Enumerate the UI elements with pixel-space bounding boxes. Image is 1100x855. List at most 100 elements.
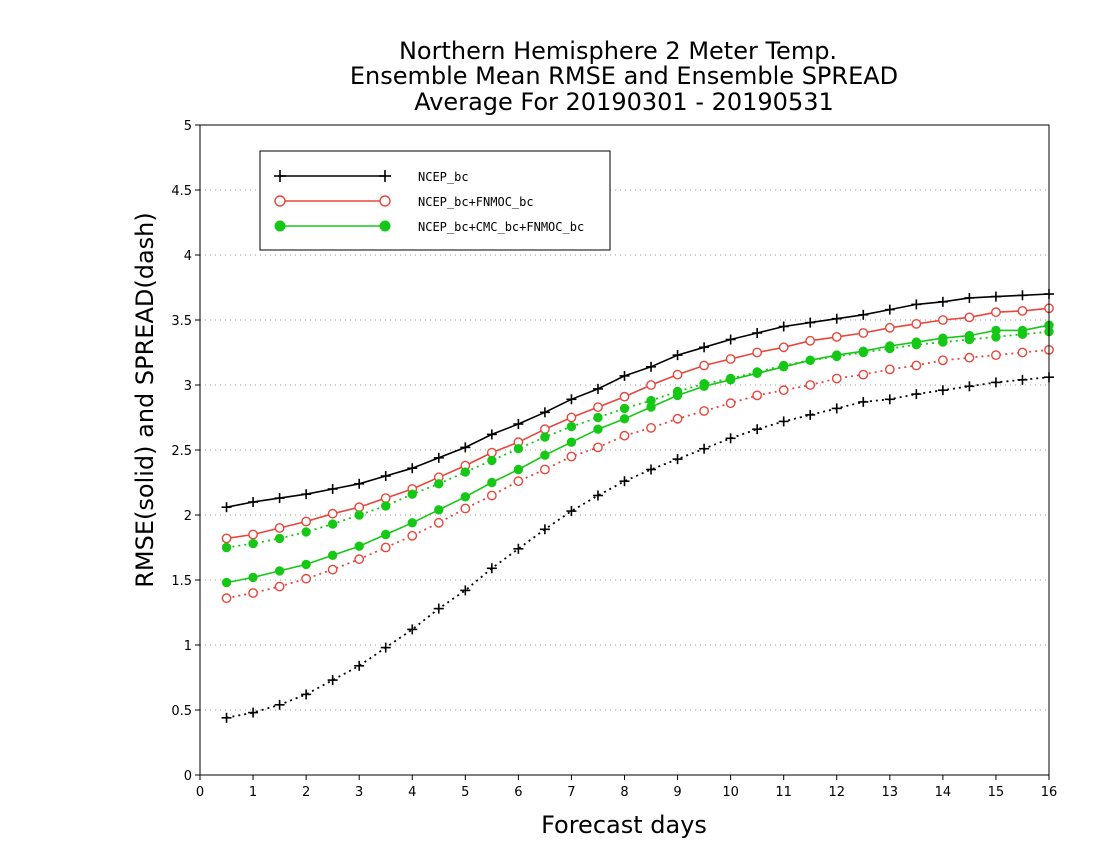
legend-marker-end-ncep-bc-fnmoc-bc	[379, 195, 391, 207]
point-ncep-bc-cmc-bc-fnmoc-bc-spread-0	[221, 542, 232, 553]
point-ncep-bc-fnmoc-bc-spread-7	[407, 530, 418, 541]
point-ncep-bc-rmse-28	[964, 292, 975, 303]
point-ncep-bc-rmse-6	[380, 471, 391, 481]
point-ncep-bc-cmc-bc-fnmoc-bc-spread-24	[858, 347, 868, 358]
point-ncep-bc-fnmoc-bc-spread-29	[991, 350, 1001, 360]
x-tick-label-6: 6	[514, 785, 522, 800]
point-ncep-bc-rmse-2	[274, 493, 285, 504]
point-ncep-bc-cmc-bc-fnmoc-bc-rmse-15	[619, 414, 630, 424]
point-ncep-bc-cmc-bc-fnmoc-bc-spread-12	[540, 432, 550, 442]
legend-label-ncep-bc-cmc-bc-fnmoc-bc: NCEP_bc+CMC_bc+FNMOC_bc	[418, 220, 584, 234]
y-tick-label-5: 2.5	[171, 444, 192, 459]
y-tick-label-1: 0.5	[171, 704, 192, 719]
point-ncep-bc-rmse-17	[672, 350, 683, 361]
point-ncep-bc-fnmoc-bc-rmse-30	[1017, 305, 1028, 316]
point-ncep-bc-rmse-26	[911, 299, 922, 310]
y-tick-label-8: 4	[184, 249, 192, 264]
x-tick-label-4: 4	[408, 785, 416, 800]
series-ncep-bc-cmc-bc-fnmoc-bc-spread	[221, 327, 1054, 553]
point-ncep-bc-fnmoc-bc-rmse-13	[566, 412, 577, 423]
point-ncep-bc-rmse-25	[884, 304, 895, 315]
x-tick-label-12: 12	[828, 785, 845, 800]
x-tick-label-14: 14	[935, 785, 952, 800]
point-ncep-bc-fnmoc-bc-spread-22	[805, 380, 816, 390]
x-tick-label-15: 15	[988, 785, 1005, 800]
point-ncep-bc-cmc-bc-fnmoc-bc-spread-20	[752, 367, 762, 377]
point-ncep-bc-cmc-bc-fnmoc-bc-spread-13	[566, 421, 577, 432]
point-ncep-bc-rmse-13	[566, 394, 577, 405]
y-tick-label-10: 5	[184, 119, 192, 134]
point-ncep-bc-cmc-bc-fnmoc-bc-spread-9	[460, 467, 471, 477]
x-tick-label-16: 16	[1041, 785, 1058, 800]
point-ncep-bc-fnmoc-bc-rmse-29	[991, 307, 1001, 318]
data-series	[221, 289, 1054, 723]
point-ncep-bc-cmc-bc-fnmoc-bc-spread-27	[938, 337, 948, 347]
point-ncep-bc-fnmoc-bc-spread-24	[858, 369, 869, 380]
point-ncep-bc-rmse-15	[619, 370, 630, 381]
point-ncep-bc-fnmoc-bc-spread-26	[911, 360, 922, 371]
point-ncep-bc-spread-29	[990, 377, 1001, 388]
point-ncep-bc-rmse-14	[592, 383, 603, 394]
point-ncep-bc-fnmoc-bc-rmse-17	[672, 369, 683, 380]
point-ncep-bc-fnmoc-bc-spread-23	[831, 373, 842, 384]
point-ncep-bc-rmse-16	[646, 361, 657, 372]
legend-items: NCEP_bc NCEP_bc+FNMOC_bc NCEP_bc+CMC_bc+FN…	[274, 170, 584, 234]
point-ncep-bc-rmse-23	[831, 313, 842, 324]
series-ncep-bc-rmse	[221, 289, 1054, 513]
point-ncep-bc-fnmoc-bc-spread-11	[513, 476, 524, 487]
point-ncep-bc-cmc-bc-fnmoc-bc-spread-10	[487, 455, 497, 466]
point-ncep-bc-spread-12	[539, 524, 550, 535]
point-ncep-bc-cmc-bc-fnmoc-bc-rmse-8	[434, 505, 444, 515]
point-ncep-bc-fnmoc-bc-spread-8	[433, 517, 444, 528]
point-ncep-bc-spread-4	[327, 675, 338, 686]
point-ncep-bc-fnmoc-bc-rmse-23	[831, 331, 842, 342]
x-tick-label-11: 11	[775, 785, 792, 800]
point-ncep-bc-spread-16	[646, 464, 657, 475]
legend-marker-start-ncep-bc-fnmoc-bc	[274, 195, 286, 207]
point-ncep-bc-rmse-11	[513, 419, 524, 429]
legend-marker-start-ncep-bc-cmc-bc-fnmoc-bc	[274, 220, 286, 232]
point-ncep-bc-rmse-18	[699, 342, 710, 353]
point-ncep-bc-cmc-bc-fnmoc-bc-spread-14	[593, 412, 603, 423]
series-ncep-bc-spread	[221, 372, 1054, 723]
y-tick-label-4: 2	[184, 509, 192, 524]
point-ncep-bc-rmse-5	[354, 478, 365, 489]
legend-label-ncep-bc-fnmoc-bc: NCEP_bc+FNMOC_bc	[418, 195, 534, 209]
point-ncep-bc-fnmoc-bc-rmse-15	[619, 391, 630, 402]
point-ncep-bc-fnmoc-bc-rmse-1	[248, 529, 258, 540]
point-ncep-bc-spread-23	[831, 403, 842, 414]
point-ncep-bc-rmse-9	[460, 442, 471, 453]
point-ncep-bc-spread-14	[592, 490, 603, 501]
series-line-ncep-bc-spread	[226, 376, 1050, 719]
x-tick-label-3: 3	[355, 785, 363, 800]
series-line-ncep-bc-fnmoc-bc-rmse	[226, 307, 1050, 540]
point-ncep-bc-cmc-bc-fnmoc-bc-rmse-1	[248, 572, 258, 583]
point-ncep-bc-rmse-8	[433, 452, 444, 463]
point-ncep-bc-cmc-bc-fnmoc-bc-rmse-7	[407, 518, 417, 528]
point-ncep-bc-spread-11	[513, 543, 524, 554]
point-ncep-bc-fnmoc-bc-spread-5	[354, 554, 365, 565]
point-ncep-bc-rmse-12	[539, 407, 550, 418]
point-ncep-bc-spread-27	[937, 385, 948, 396]
point-ncep-bc-fnmoc-bc-rmse-0	[221, 533, 232, 544]
point-ncep-bc-cmc-bc-fnmoc-bc-spread-4	[327, 519, 338, 529]
point-ncep-bc-fnmoc-bc-rmse-19	[725, 354, 736, 364]
chart-title-line-2: Ensemble Mean RMSE and Ensemble SPREAD	[350, 62, 898, 90]
point-ncep-bc-fnmoc-bc-rmse-12	[540, 424, 550, 435]
point-ncep-bc-spread-0	[221, 712, 232, 723]
point-ncep-bc-cmc-bc-fnmoc-bc-spread-11	[513, 444, 524, 454]
point-ncep-bc-fnmoc-bc-rmse-26	[911, 318, 922, 329]
point-ncep-bc-cmc-bc-fnmoc-bc-spread-25	[885, 343, 895, 354]
point-ncep-bc-rmse-21	[778, 321, 789, 332]
point-ncep-bc-spread-17	[672, 454, 683, 465]
point-ncep-bc-fnmoc-bc-spread-20	[752, 390, 763, 401]
x-axis-title: Forecast days	[541, 811, 707, 839]
point-ncep-bc-spread-19	[725, 433, 736, 444]
point-ncep-bc-cmc-bc-fnmoc-bc-spread-19	[725, 373, 736, 384]
point-ncep-bc-rmse-27	[937, 296, 948, 307]
point-ncep-bc-cmc-bc-fnmoc-bc-rmse-2	[274, 566, 285, 576]
point-ncep-bc-spread-5	[354, 660, 365, 671]
x-tick-label-8: 8	[620, 785, 628, 800]
axis-ticks: 00.511.522.533.544.550 1 2 3 4 5 6 7 8 9 10 11 12 13 1…	[171, 119, 1057, 800]
point-ncep-bc-rmse-19	[725, 334, 736, 345]
